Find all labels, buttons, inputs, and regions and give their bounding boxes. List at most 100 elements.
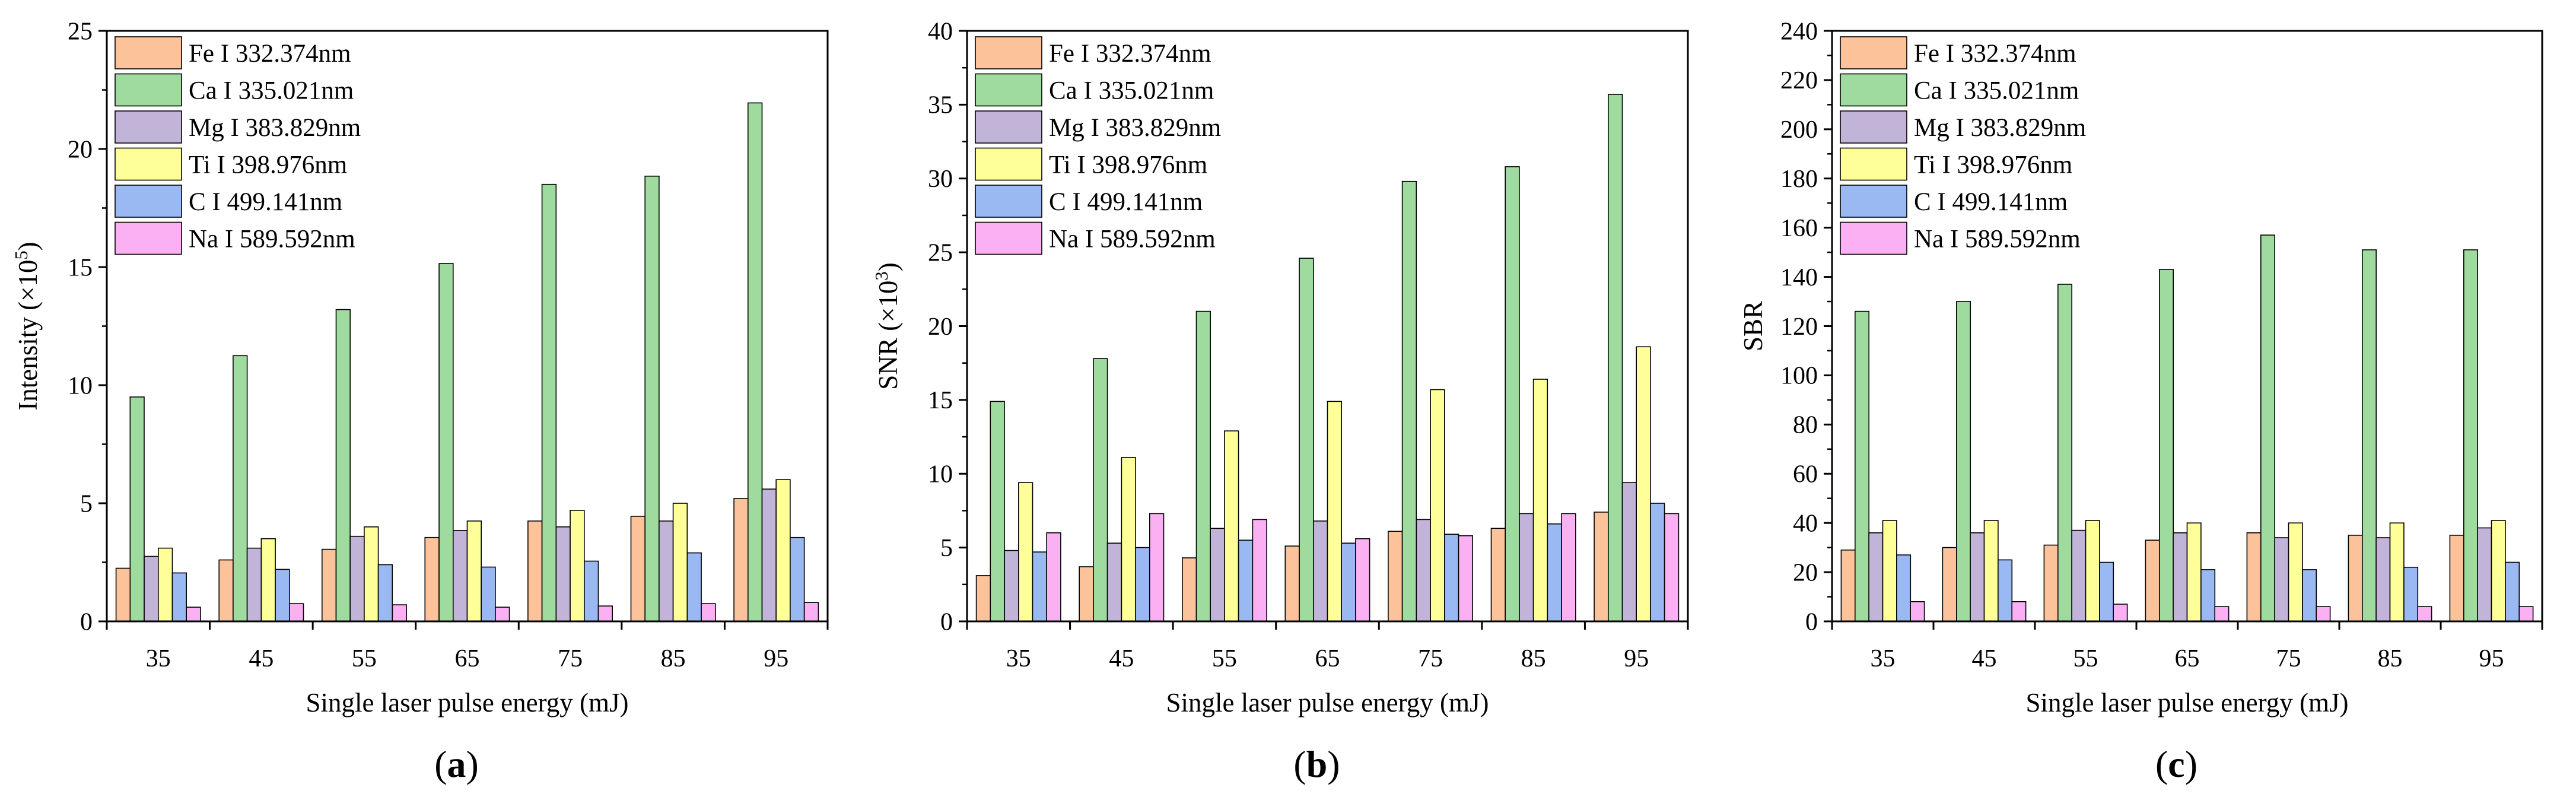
- x-tick-label-b-35: 35: [1006, 645, 1031, 672]
- bars-a: [115, 102, 819, 622]
- legend-swatch-b-c: [975, 185, 1042, 218]
- bar-b-c-35: [1032, 551, 1048, 622]
- x-tick-label-a-85: 85: [661, 645, 686, 672]
- bar-c-ti-75: [2288, 522, 2303, 622]
- x-tick-label-c-95: 95: [2479, 645, 2504, 672]
- x-axis-title-b: Single laser pulse energy (mJ): [1166, 688, 1489, 718]
- bar-a-fe-65: [424, 536, 440, 622]
- bar-c-ca-85: [2362, 249, 2377, 622]
- x-tick-label-a-95: 95: [764, 645, 788, 672]
- y-tick-label-c-40: 40: [1793, 510, 1818, 537]
- bar-b-mg-75: [1416, 519, 1431, 622]
- legend-label-a-c: C I 499.141nm: [189, 188, 342, 216]
- y-tick-label-c-160: 160: [1780, 215, 1818, 242]
- legend-label-c-mg: Mg I 383.829nm: [1914, 114, 2086, 142]
- bar-a-c-55: [377, 564, 393, 622]
- y-axis-title-text-a: Intensity (×10: [13, 260, 43, 411]
- bar-a-mg-35: [144, 555, 159, 622]
- bar-b-ca-45: [1093, 358, 1108, 622]
- legend-label-a-fe: Fe I 332.374nm: [189, 40, 351, 68]
- bar-b-c-85: [1547, 523, 1562, 622]
- y-axis-title-exp-a: 5: [11, 250, 31, 259]
- bar-b-ti-85: [1532, 379, 1548, 622]
- bar-c-ti-45: [1983, 520, 1999, 622]
- legend-label-b-c: C I 499.141nm: [1049, 188, 1203, 216]
- y-tick-label-a-5: 5: [80, 490, 93, 518]
- bar-a-ca-35: [129, 396, 145, 622]
- y-tick-label-b-35: 35: [928, 92, 953, 119]
- bar-c-fe-45: [1942, 547, 1957, 622]
- y-tick-label-c-180: 180: [1780, 166, 1818, 193]
- legend-swatch-c-mg: [1840, 110, 1907, 144]
- y-tick-label-b-15: 15: [928, 387, 953, 414]
- bar-a-fe-35: [115, 567, 131, 622]
- bar-b-c-55: [1238, 539, 1254, 622]
- y-tick-label-a-10: 10: [68, 372, 93, 399]
- legend-swatch-c-fe: [1840, 36, 1907, 69]
- bar-c-mg-35: [1868, 532, 1884, 622]
- bar-b-mg-65: [1312, 520, 1328, 622]
- legend-swatch-a-mg: [115, 110, 182, 144]
- legend-label-c-fe: Fe I 332.374nm: [1914, 40, 2076, 68]
- chart-panel-c: 0 20 40 60 80 100 120 140 160 180 200 220 240 35 45 55 6…: [1738, 18, 2543, 785]
- y-tick-label-a-20: 20: [68, 136, 93, 163]
- legend-label-c-na: Na I 589.592nm: [1914, 226, 2081, 253]
- bar-a-fe-75: [527, 520, 543, 622]
- bar-c-ti-35: [1882, 520, 1897, 622]
- chart-panel-b: 0 5 10 15 20 25 30 35 40 35 45 55 65 75 85 95 Single las…: [872, 18, 1689, 785]
- legend-swatch-b-ti: [975, 147, 1042, 181]
- panel-label-letter-c: c: [2168, 743, 2184, 785]
- bar-b-fe-75: [1388, 531, 1403, 622]
- x-tick-label-a-45: 45: [249, 645, 273, 672]
- bar-b-fe-95: [1594, 512, 1609, 622]
- legend-swatch-c-na: [1840, 221, 1907, 255]
- legend-c: Fe I 332.374nm Ca I 335.021nm Mg I 383.829…: [1840, 36, 2086, 255]
- bar-c-na-35: [1910, 601, 1925, 622]
- legend-label-c-c: C I 499.141nm: [1914, 188, 2068, 216]
- bar-c-ti-55: [2085, 520, 2100, 622]
- x-tick-label-b-95: 95: [1624, 645, 1649, 672]
- bar-a-mg-75: [555, 526, 571, 622]
- bar-a-ca-65: [438, 263, 454, 622]
- bar-b-fe-85: [1490, 528, 1506, 622]
- legend-label-a-ti: Ti I 398.976nm: [189, 151, 347, 179]
- legend-label-b-ca: Ca I 335.021nm: [1049, 77, 1214, 105]
- bar-c-fe-65: [2145, 539, 2160, 622]
- bar-b-c-45: [1135, 547, 1150, 622]
- y-axis-b: 0 5 10 15 20 25 30 35 40: [928, 18, 967, 636]
- y-tick-label-a-15: 15: [68, 254, 93, 281]
- legend-b: Fe I 332.374nm Ca I 335.021nm Mg I 383.829…: [975, 36, 1221, 255]
- bar-b-fe-35: [975, 575, 991, 622]
- bar-a-mg-45: [246, 547, 262, 622]
- panel-label-a: (a): [434, 743, 479, 785]
- y-axis-c: 0 20 40 60 80 100 120 140 160 180 200 220 240: [1780, 18, 1832, 636]
- chart-panel-a: 0 5 10 15 20 25 35 45 55 65 75 85 95 Single laser pul…: [11, 18, 829, 785]
- y-axis-title-text-c: SBR: [1738, 301, 1768, 351]
- legend-swatch-c-c: [1840, 185, 1907, 218]
- bar-a-ti-75: [570, 510, 585, 622]
- x-tick-label-b-55: 55: [1212, 645, 1237, 672]
- legend-swatch-a-ti: [115, 147, 182, 181]
- bar-b-na-85: [1561, 513, 1576, 622]
- bar-b-na-75: [1458, 535, 1474, 622]
- bars-c: [1840, 234, 2534, 622]
- legend-swatch-b-mg: [975, 110, 1042, 144]
- bar-c-ti-95: [2491, 520, 2506, 622]
- bar-b-ca-35: [990, 401, 1005, 622]
- bar-c-c-55: [2099, 561, 2114, 622]
- bar-a-ti-85: [672, 503, 688, 622]
- panel-label-open-c: (: [2155, 743, 2168, 785]
- bar-c-c-35: [1896, 554, 1912, 622]
- y-tick-label-c-80: 80: [1793, 412, 1818, 439]
- panel-label-close-b: ): [1327, 743, 1340, 785]
- x-tick-label-b-85: 85: [1521, 645, 1546, 672]
- legend-label-a-ca: Ca I 335.021nm: [189, 77, 354, 105]
- bar-a-ca-95: [748, 102, 763, 622]
- legend-label-b-na: Na I 589.592nm: [1049, 226, 1216, 253]
- bar-a-ca-45: [233, 355, 248, 622]
- bar-c-na-95: [2518, 606, 2534, 622]
- bar-c-ca-55: [2057, 284, 2072, 622]
- y-tick-label-c-240: 240: [1780, 18, 1818, 45]
- panel-label-c: (c): [2155, 743, 2197, 785]
- bar-c-fe-85: [2348, 535, 2363, 622]
